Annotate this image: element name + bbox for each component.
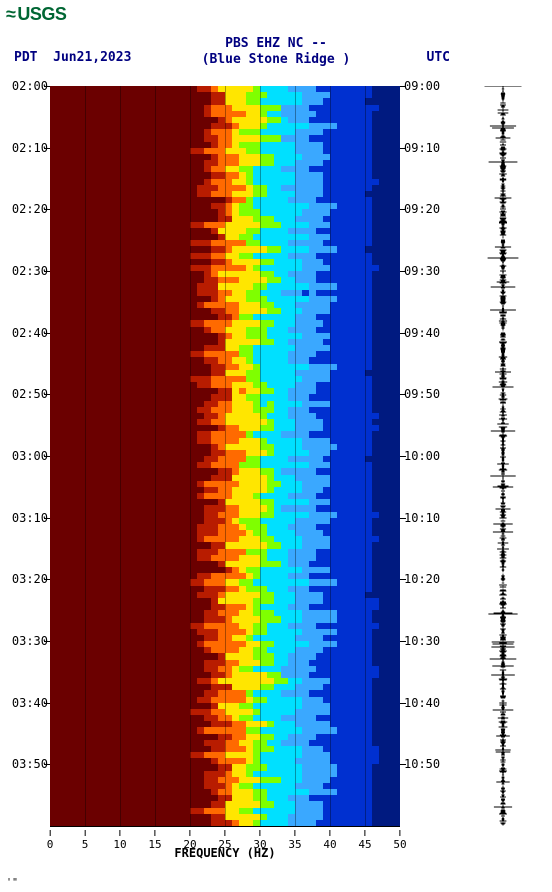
logo-wave-icon: ≈ [6,4,15,25]
y-tick-right: 09:40 [404,326,440,340]
header-left: PDT Jun21,2023 [14,50,131,65]
y-tick-left: 02:50 [4,387,48,401]
gridline [155,86,156,826]
y-tick-left: 03:30 [4,634,48,648]
y-tick-right: 09:00 [404,79,440,93]
y-tick-left: 02:40 [4,326,48,340]
y-tick-right: 09:20 [404,202,440,216]
y-tick-right: 10:50 [404,757,440,771]
y-tick-left: 02:10 [4,141,48,155]
y-tick-left: 03:00 [4,449,48,463]
logo-text: USGS [17,4,66,24]
y-tick-right: 09:10 [404,141,440,155]
gridline [225,86,226,826]
spectrogram-plot [50,86,400,826]
y-tick-left: 02:30 [4,264,48,278]
y-tick-left: 03:40 [4,696,48,710]
y-tick-right: 10:40 [404,696,440,710]
y-tick-right: 10:20 [404,572,440,586]
gridline [295,86,296,826]
header-right: UTC [427,50,450,65]
y-tick-right: 10:30 [404,634,440,648]
y-tick-left: 03:20 [4,572,48,586]
y-tick-left: 02:00 [4,79,48,93]
gridline [330,86,331,826]
gridline [260,86,261,826]
gridline [190,86,191,826]
footer-mark: '" [6,877,18,888]
y-tick-right: 10:00 [404,449,440,463]
date: Jun21,2023 [53,50,131,65]
gridline [120,86,121,826]
x-axis-label: FREQUENCY (HZ) [50,846,400,860]
y-tick-left: 03:10 [4,511,48,525]
y-tick-left: 03:50 [4,757,48,771]
plot-border-bottom [50,826,400,827]
y-tick-right: 09:50 [404,387,440,401]
gridline [85,86,86,826]
seismogram-trace [468,86,538,826]
y-tick-right: 09:30 [404,264,440,278]
gridline [365,86,366,826]
usgs-logo: ≈USGS [6,4,66,25]
seismogram-svg [468,86,538,826]
y-tick-left: 02:20 [4,202,48,216]
y-tick-right: 10:10 [404,511,440,525]
left-tz: PDT [14,50,37,65]
